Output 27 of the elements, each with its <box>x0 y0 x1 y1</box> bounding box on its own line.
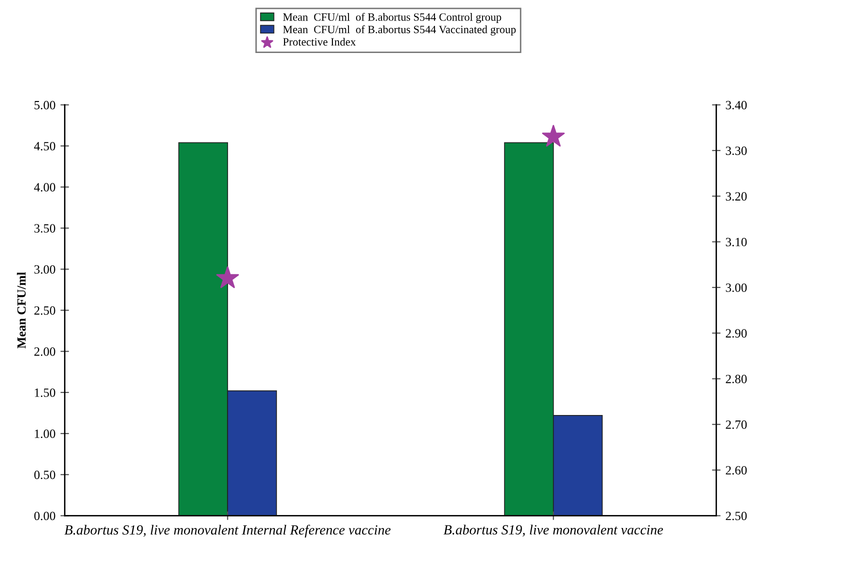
y-tick-label: 2.50 <box>34 306 56 315</box>
y2-tick-label: 3.00 <box>726 283 747 292</box>
y-axis-title: Mean CFU/ml <box>16 272 26 348</box>
y2-tick-label: 3.30 <box>726 146 747 156</box>
y-tick-label: 1.00 <box>34 430 56 438</box>
legend-label: Protective Index <box>283 38 356 46</box>
y-tick-label: 3.50 <box>34 224 56 233</box>
x-tick-label: B.abortus S19, live monovalent vaccine <box>444 524 664 536</box>
y2-tick-label: 2.60 <box>726 466 747 475</box>
y-tick-label: 5.00 <box>34 100 56 110</box>
y-tick-label: 0.00 <box>34 512 56 520</box>
y-tick-label: 1.50 <box>34 388 56 397</box>
y-tick-label: 4.50 <box>34 142 56 150</box>
y-tick-label: 3.00 <box>34 265 56 274</box>
legend-label: Mean CFU/ml of B.abortus S544 Control group <box>283 12 502 24</box>
y-tick-label: 2.00 <box>34 347 56 356</box>
y2-tick-label: 3.40 <box>726 100 747 110</box>
y-tick-label: 0.50 <box>34 470 56 480</box>
x-tick-label: B.abortus S19, live monovalent Internal Reference vaccine <box>64 524 391 538</box>
y-tick-label: 4.00 <box>34 183 56 192</box>
y2-tick-label: 2.90 <box>726 329 747 338</box>
legend-label: Mean CFU/ml of B.abortus S544 Vaccinated group <box>283 25 516 36</box>
y2-tick-label: 2.80 <box>726 374 747 384</box>
y2-tick-label: 2.50 <box>726 512 747 520</box>
y2-tick-label: 3.10 <box>726 238 747 246</box>
y2-tick-label: 3.20 <box>726 192 747 201</box>
y2-tick-label: 2.70 <box>726 420 747 429</box>
